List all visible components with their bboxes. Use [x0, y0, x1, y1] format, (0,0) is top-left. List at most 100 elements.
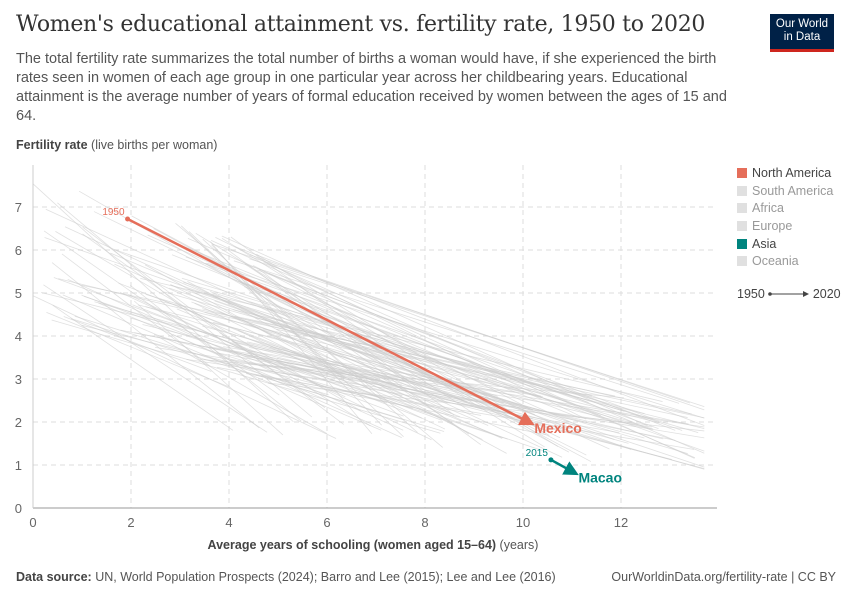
x-tick-label: 6 [323, 515, 330, 530]
background-country-line [43, 230, 280, 396]
background-country-line [63, 316, 212, 372]
background-country-line [159, 298, 503, 439]
data-source: Data source: UN, World Population Prospe… [16, 570, 556, 584]
legend-swatch [737, 203, 747, 214]
x-axis-label: Average years of schooling (women aged 1… [207, 538, 539, 552]
background-country-line [58, 278, 542, 397]
y-tick-label: 1 [15, 458, 22, 473]
legend-label: South America [752, 183, 834, 198]
x-tick-label: 4 [225, 515, 232, 530]
background-country-line [129, 284, 302, 422]
source-url[interactable]: OurWorldinData.org/fertility-rate | CC B… [611, 570, 836, 584]
legend-swatch [737, 238, 747, 249]
y-axis-label: Fertility rate (live births per woman) [16, 138, 218, 152]
background-country-line [44, 237, 498, 397]
background-country-line [51, 319, 441, 434]
x-tick-label: 12 [614, 515, 628, 530]
series-line-macao [550, 458, 579, 476]
background-country-line [202, 325, 629, 444]
y-tick-label: 2 [15, 415, 22, 430]
y-tick-label: 5 [15, 286, 22, 301]
background-country-line [249, 258, 705, 408]
background-country-line [215, 237, 587, 420]
background-country-line [223, 264, 542, 400]
series-name-label: Mexico [534, 420, 581, 436]
background-country-line [232, 341, 705, 470]
background-country-line [221, 235, 648, 427]
background-country-line [46, 311, 231, 388]
background-country-line [62, 294, 382, 431]
x-tick-label: 10 [516, 515, 530, 530]
background-country-line [187, 281, 507, 454]
legend-item-asia[interactable]: Asia [737, 235, 833, 253]
background-country-line [57, 202, 313, 418]
x-tick-label: 8 [421, 515, 428, 530]
background-country-line [205, 257, 470, 435]
legend-swatch [737, 256, 747, 267]
background-country-line [263, 261, 705, 454]
background-country-line [43, 284, 268, 433]
legend-item-europe[interactable]: Europe [737, 217, 833, 235]
background-country-line [199, 358, 624, 399]
y-tick-label: 6 [15, 243, 22, 258]
background-country-line [210, 240, 695, 459]
background-country-line [140, 277, 663, 402]
background-country-line [153, 228, 570, 453]
legend-swatch [737, 185, 747, 196]
series-line-mexico [127, 217, 535, 426]
y-tick-label: 4 [15, 329, 22, 344]
background-country-line [128, 294, 432, 441]
background-country-line [211, 243, 691, 404]
legend-label: Europe [752, 218, 793, 233]
background-country-line [145, 306, 392, 385]
background-country-line [253, 265, 533, 411]
background-country-line [110, 252, 483, 410]
y-tick-label: 7 [15, 200, 22, 215]
background-country-line [212, 296, 601, 416]
legend-label: Asia [752, 236, 777, 251]
chart-title: Women's educational attainment vs. ferti… [16, 12, 706, 37]
background-country-line [194, 302, 372, 391]
legend-item-africa[interactable]: Africa [737, 199, 833, 217]
background-country-line [170, 284, 615, 440]
legend-label: North America [752, 165, 832, 180]
background-country-line [219, 332, 371, 427]
legend-item-oceania[interactable]: Oceania [737, 252, 833, 270]
background-country-line [175, 223, 443, 448]
background-country-line [137, 304, 653, 430]
x-tick-label: 0 [29, 515, 36, 530]
legend: North America South America Africa Europe As… [737, 164, 833, 270]
background-country-line [52, 304, 234, 431]
background-country-line [64, 226, 563, 458]
background-country-line [153, 334, 328, 435]
series-name-label: Macao [578, 470, 622, 486]
legend-label: Africa [752, 201, 784, 216]
legend-item-south-america[interactable]: South America [737, 182, 833, 200]
background-country-line [233, 260, 680, 404]
background-country-line [114, 249, 605, 420]
background-country-line [134, 300, 284, 436]
legend-item-north-america[interactable]: North America [737, 164, 833, 182]
owid-logo[interactable]: Our World in Data [770, 14, 834, 52]
background-country-line [246, 341, 664, 440]
x-tick-label: 2 [127, 515, 134, 530]
background-country-line [185, 256, 683, 431]
chart-subtitle: The total fertility rate summarizes the … [16, 51, 727, 124]
background-country-line [244, 286, 705, 452]
background-country-line [67, 278, 404, 431]
background-country-line [210, 291, 452, 414]
background-country-line [172, 334, 402, 438]
series-start-label: 1950 [102, 207, 125, 218]
background-country-line [181, 277, 625, 412]
series-start-label: 2015 [526, 448, 549, 459]
background-country-line [157, 335, 388, 404]
legend-label: Oceania [752, 254, 799, 269]
background-country-line [51, 262, 260, 429]
background-country-line [246, 283, 589, 403]
background-country-line [240, 281, 610, 450]
legend-swatch [737, 220, 747, 231]
y-tick-label: 3 [15, 372, 22, 387]
background-country-line [33, 295, 337, 439]
